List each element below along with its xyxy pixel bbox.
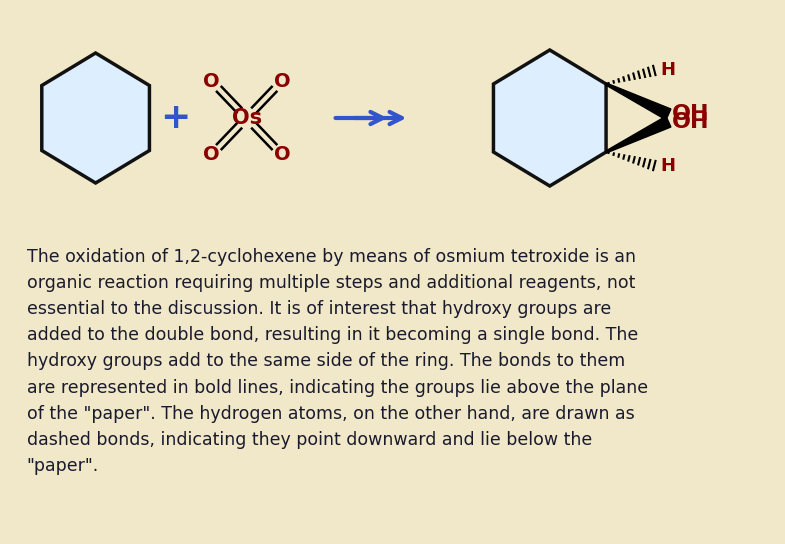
Text: The oxidation of 1,2-cyclohexene by means of osmium tetroxide is an
organic reac: The oxidation of 1,2-cyclohexene by mean…	[27, 248, 648, 475]
Text: H: H	[661, 157, 676, 175]
Text: O: O	[203, 72, 220, 91]
Polygon shape	[494, 50, 606, 186]
Polygon shape	[42, 53, 149, 183]
Polygon shape	[606, 83, 671, 120]
Text: +: +	[160, 101, 190, 135]
Text: Os: Os	[232, 108, 261, 128]
Text: O: O	[273, 145, 290, 164]
Text: OH: OH	[672, 112, 710, 132]
Polygon shape	[606, 116, 671, 153]
Text: H: H	[661, 61, 676, 79]
Text: OH: OH	[672, 104, 710, 125]
Text: O: O	[273, 72, 290, 91]
Text: O: O	[203, 145, 220, 164]
